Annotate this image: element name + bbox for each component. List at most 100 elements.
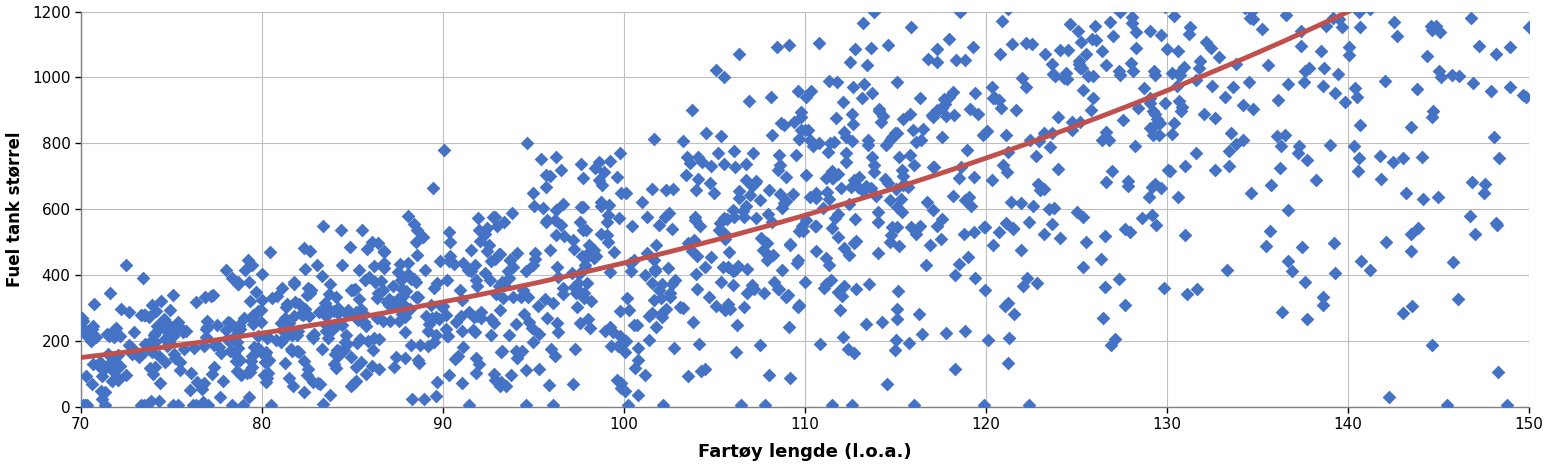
Point (1410, 153, 1434, 160)
Point (568, 203, 593, 211)
Point (920, 1, 945, 9)
Point (875, 380, 900, 388)
Point (1173, 231, 1197, 238)
Point (488, 306, 513, 314)
Point (971, 402, 996, 409)
Point (449, 312, 474, 320)
Point (1177, 23, 1202, 31)
Point (657, 264, 682, 271)
Point (503, 320, 528, 328)
Point (1331, 24, 1355, 31)
Point (815, 189, 840, 196)
Point (737, 191, 762, 198)
Point (1267, 164, 1292, 171)
Point (1513, 93, 1538, 100)
Point (366, 290, 390, 297)
Point (798, 87, 823, 94)
Point (609, 379, 634, 387)
Point (613, 190, 638, 197)
Point (222, 323, 246, 330)
Point (530, 204, 555, 212)
Point (434, 276, 459, 283)
Point (1295, 156, 1320, 163)
Point (466, 360, 491, 368)
Point (722, 268, 747, 275)
Point (331, 347, 356, 354)
Point (538, 382, 562, 389)
Point (325, 309, 350, 317)
Point (1335, 2, 1360, 9)
Point (544, 232, 568, 239)
Point (1067, 61, 1092, 68)
Point (390, 307, 415, 315)
Point (598, 323, 623, 330)
Point (853, 320, 878, 328)
Point (138, 364, 163, 371)
Point (942, 365, 967, 373)
Point (826, 170, 850, 177)
Point (1221, 83, 1245, 91)
Point (225, 367, 249, 375)
Point (389, 276, 414, 283)
Point (156, 321, 181, 329)
Point (98, 333, 122, 340)
Point (778, 240, 802, 248)
Point (314, 321, 339, 328)
Point (756, 372, 781, 379)
Point (228, 325, 252, 333)
Point (265, 292, 290, 300)
Point (683, 213, 708, 221)
Point (1089, 137, 1114, 144)
Point (226, 280, 251, 288)
Point (122, 328, 147, 336)
Point (827, 307, 852, 314)
Point (993, 219, 1018, 227)
Point (545, 273, 570, 281)
Point (534, 314, 559, 321)
Point (551, 290, 576, 297)
Point (516, 293, 541, 301)
Point (660, 280, 685, 287)
Point (84, 333, 108, 341)
Point (748, 196, 773, 203)
Point (598, 269, 623, 276)
Point (237, 278, 262, 286)
Point (759, 219, 784, 226)
Point (208, 394, 232, 401)
Point (1218, 162, 1242, 170)
Point (273, 314, 297, 322)
Point (489, 348, 514, 355)
Point (765, 166, 790, 173)
Point (401, 276, 426, 283)
Point (1419, 26, 1444, 34)
Point (482, 319, 507, 327)
Point (778, 374, 802, 382)
Point (132, 348, 156, 356)
Point (884, 129, 909, 137)
Point (883, 347, 908, 354)
Point (119, 350, 144, 357)
Point (982, 94, 1007, 101)
Point (486, 251, 511, 258)
Point (607, 332, 632, 340)
Point (1152, 284, 1177, 291)
Point (99, 366, 124, 374)
Point (293, 305, 318, 313)
Point (380, 301, 404, 309)
Point (884, 78, 909, 85)
Point (858, 44, 883, 52)
Point (965, 110, 990, 118)
Point (279, 331, 304, 339)
Point (1103, 3, 1128, 11)
Point (1126, 105, 1151, 112)
Point (316, 335, 341, 342)
Point (328, 226, 353, 234)
Point (609, 384, 634, 392)
Point (709, 263, 734, 270)
Point (551, 200, 576, 208)
Point (479, 258, 503, 265)
Point (108, 333, 133, 340)
Point (1368, 153, 1393, 160)
Point (290, 310, 314, 318)
Point (1250, 25, 1275, 33)
